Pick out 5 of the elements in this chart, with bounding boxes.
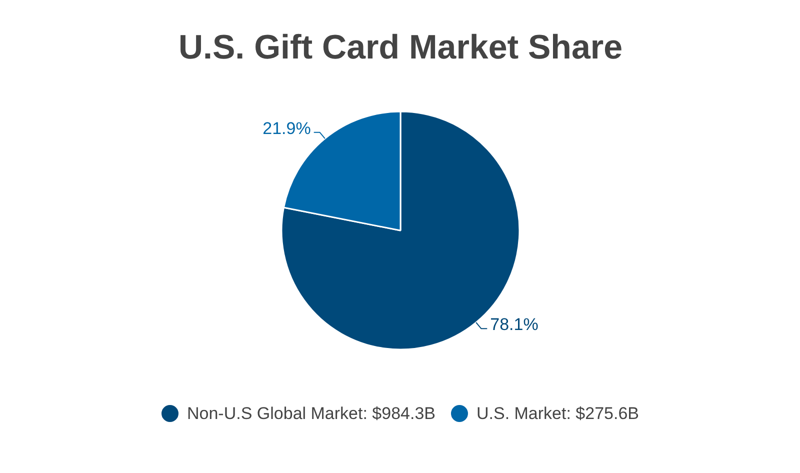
chart-title: U.S. Gift Card Market Share [178, 28, 623, 66]
data-label: 78.1% [490, 315, 538, 334]
legend-label: U.S. Market: $275.6B [476, 404, 640, 423]
legend-label: Non-U.S Global Market: $984.3B [186, 404, 436, 423]
data-label: 21.9% [262, 118, 311, 138]
